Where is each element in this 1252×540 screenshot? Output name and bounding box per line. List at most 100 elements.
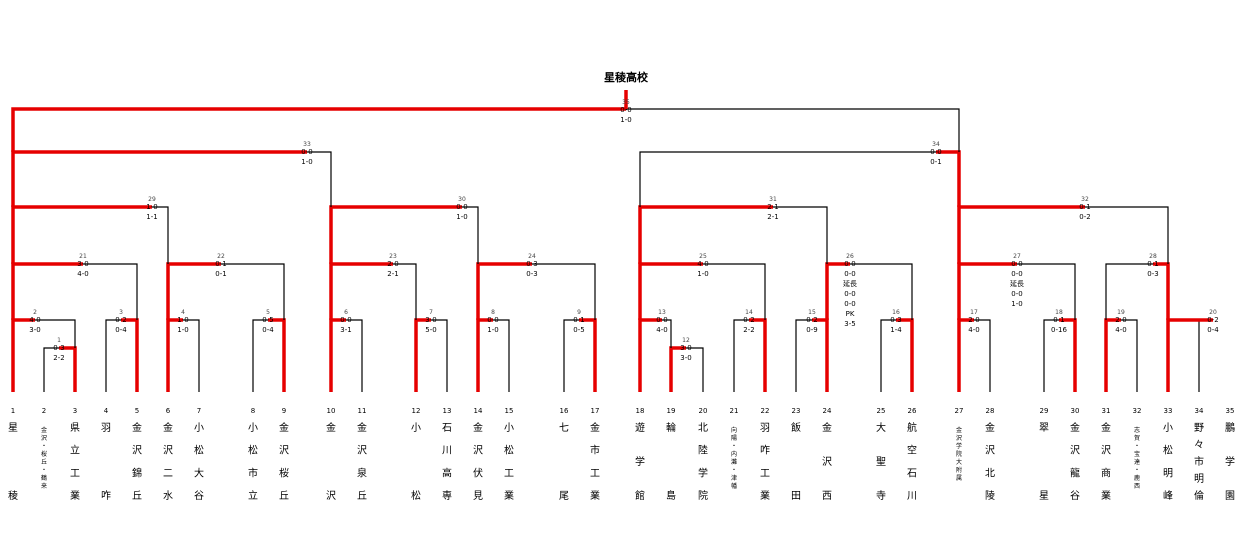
team-name-char: 星 bbox=[8, 422, 18, 434]
team-name-char: 松 bbox=[411, 489, 421, 502]
team-number: 22 bbox=[761, 407, 770, 415]
match-score-m2: 3-0 bbox=[680, 344, 691, 352]
team-number: 7 bbox=[197, 407, 201, 415]
match-score-r1_14: 0-16 bbox=[1051, 326, 1067, 334]
team-name-char: 灘 bbox=[731, 458, 737, 466]
bracket-line-qf_4 bbox=[1085, 206, 1169, 264]
match-score-r1_7: 0-0 bbox=[487, 316, 498, 324]
match-score-m1: 0-3 bbox=[53, 344, 64, 352]
bracket-line-r2_2 bbox=[221, 263, 285, 320]
match-score-r1_13: 2-0 bbox=[968, 316, 979, 324]
team-name-char: 沢 bbox=[1070, 444, 1080, 457]
team-name-char: 沢 bbox=[279, 444, 289, 457]
match-score-r1_1: 3-0 bbox=[29, 326, 40, 334]
team-name-char: 工 bbox=[504, 468, 514, 479]
bracket-line-r1_12 bbox=[880, 319, 896, 392]
match-number-final: 35 bbox=[622, 99, 630, 106]
winner-path-qf_4 bbox=[957, 205, 1085, 264]
team-name-char: 飯 bbox=[791, 421, 801, 434]
team-number: 13 bbox=[443, 407, 452, 415]
team-name-char: 寺 bbox=[876, 490, 886, 502]
match-score-r1_16: 0-4 bbox=[1207, 326, 1219, 334]
match-score-r2_7: 0-0 bbox=[1011, 260, 1022, 268]
team-name-char: 学 bbox=[956, 442, 962, 450]
match-labels: 10-32-2123-03-024-03-030-20-441-01-050-5… bbox=[29, 99, 1219, 362]
match-score-m1: 2-2 bbox=[53, 354, 64, 362]
bracket-line-r1_13 bbox=[974, 319, 991, 392]
match-number-r1_14: 18 bbox=[1055, 309, 1063, 316]
match-score-r1_12: 0-3 bbox=[890, 316, 901, 324]
bracket-line-qf_2 bbox=[462, 206, 479, 264]
team-name-char: 金 bbox=[279, 421, 289, 434]
match-score-sf_2: 0-1 bbox=[930, 158, 941, 166]
team-name-char: 丘 bbox=[279, 490, 289, 502]
team-name-char: 工 bbox=[590, 468, 600, 479]
team-name-char: 二 bbox=[163, 468, 173, 479]
bracket-line-sf_1 bbox=[307, 151, 332, 207]
team-name-char: ・ bbox=[1134, 443, 1140, 450]
match-score-sf_1: 0-0 bbox=[301, 148, 312, 156]
bracket-line-final bbox=[626, 108, 960, 152]
team-name-char: 七 bbox=[559, 422, 569, 434]
team-name-char: ・ bbox=[41, 443, 47, 450]
team-name-char: 金 bbox=[822, 421, 832, 434]
match-score-r2_3: 2-1 bbox=[387, 270, 398, 278]
team-number: 6 bbox=[166, 407, 171, 415]
team-name-char: 川 bbox=[442, 446, 452, 457]
team-name-char: 園 bbox=[1225, 490, 1235, 502]
team-name-char: ・ bbox=[731, 467, 737, 474]
team-name-char: 陸 bbox=[698, 444, 708, 457]
team-name-char: 西 bbox=[1134, 483, 1140, 490]
match-number-r2_7: 27 bbox=[1013, 253, 1021, 260]
team-name-char: 野 bbox=[1194, 422, 1204, 434]
team-name-char: 明 bbox=[1194, 473, 1204, 485]
team-name-char: 金 bbox=[956, 426, 962, 434]
team-number: 33 bbox=[1164, 407, 1173, 415]
team-name-char: 陵 bbox=[985, 490, 995, 502]
match-number-qf_1: 29 bbox=[148, 196, 156, 203]
match-number-r2_8: 28 bbox=[1149, 253, 1157, 260]
team-name-char: 谷 bbox=[194, 490, 204, 502]
team-number: 3 bbox=[73, 407, 77, 415]
team-name-char: 金 bbox=[326, 421, 336, 434]
match-score-r2_7: 延長 bbox=[1010, 279, 1024, 288]
team-name-char: 翠 bbox=[1039, 422, 1049, 434]
team-number: 4 bbox=[104, 407, 109, 415]
match-number-r1_1: 2 bbox=[33, 309, 37, 316]
team-name-char: 内 bbox=[731, 450, 737, 458]
team-name-char: 業 bbox=[70, 489, 80, 502]
bracket-lines bbox=[11, 90, 1213, 392]
match-score-qf_3: 2-1 bbox=[767, 203, 778, 211]
team-name-char: 金 bbox=[590, 421, 600, 434]
team-name-char: 金 bbox=[132, 421, 142, 434]
bracket-line-r1_3 bbox=[183, 319, 200, 392]
match-score-r1_16: 0-2 bbox=[1207, 316, 1218, 324]
match-score-final: 0-0 bbox=[620, 106, 631, 114]
team-name-char: 業 bbox=[590, 489, 600, 502]
winner-path-r2_2 bbox=[166, 262, 221, 320]
team-name-char: 金 bbox=[163, 421, 173, 434]
match-number-r2_6: 26 bbox=[846, 253, 854, 260]
team-name-char: 小 bbox=[248, 422, 258, 434]
match-score-r2_7: 1-0 bbox=[1011, 300, 1022, 308]
match-score-r1_3: 1-0 bbox=[177, 316, 188, 324]
bracket-line-r1_1 bbox=[35, 319, 76, 348]
bracket-line-r1_14 bbox=[1043, 319, 1059, 392]
match-score-qf_1: 1-0 bbox=[146, 203, 157, 211]
match-number-r1_13: 17 bbox=[970, 309, 978, 316]
team-number: 35 bbox=[1226, 407, 1235, 415]
bracket-line-r1_11 bbox=[795, 319, 812, 392]
match-score-r2_8: 0-3 bbox=[1147, 270, 1158, 278]
match-score-r1_11: 0-2 bbox=[806, 316, 817, 324]
team-name-char: 沢 bbox=[956, 434, 962, 442]
match-score-r1_8: 0-1 bbox=[573, 316, 584, 324]
match-number-qf_2: 30 bbox=[458, 196, 466, 203]
team-name-char: 津 bbox=[731, 475, 737, 482]
team-name-char: 輪 bbox=[666, 421, 676, 434]
bracket-line-qf_3 bbox=[773, 206, 828, 264]
match-score-r2_7: 0-0 bbox=[1011, 290, 1022, 298]
match-number-r1_4: 5 bbox=[266, 309, 270, 316]
winner-path-r2_5 bbox=[638, 262, 703, 320]
match-number-qf_4: 32 bbox=[1081, 196, 1089, 203]
